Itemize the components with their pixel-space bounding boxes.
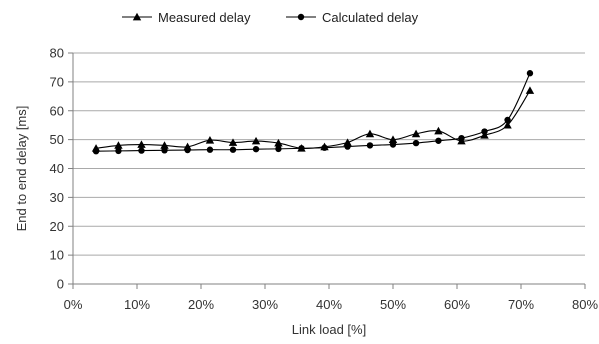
series — [91, 70, 535, 155]
series-1-point-12 — [366, 142, 374, 149]
series-0 — [91, 86, 535, 152]
y-tick-label-2: 20 — [50, 219, 64, 234]
series-0-point-12 — [365, 129, 375, 138]
x-tick-label-8: 80% — [572, 297, 598, 312]
series-1-point-17 — [481, 128, 488, 135]
series-0-point-2 — [137, 140, 146, 148]
x-axis-tick-labels: 0% 10% 20% 30% 40% 50% 60% 70% 80% — [64, 297, 599, 312]
series-1-point-11 — [344, 143, 351, 150]
legend-marker-1 — [297, 13, 305, 21]
series-0-point-19 — [525, 86, 535, 94]
series-0-point-7 — [251, 136, 261, 145]
y-axis-tick-labels: 0 10 20 30 40 50 60 70 80 — [50, 46, 64, 292]
y-tick-label-4: 40 — [50, 161, 64, 176]
series-1-point-4 — [184, 146, 191, 154]
series-0-point-14 — [411, 129, 421, 138]
series-1-point-9 — [298, 145, 305, 152]
x-tick-label-0: 0% — [64, 297, 83, 312]
y-tick-label-3: 30 — [50, 190, 64, 205]
legend-label-0: Measured delay — [158, 10, 251, 25]
series-1-point-19 — [526, 70, 534, 77]
x-tick-label-3: 30% — [252, 297, 278, 312]
series-1-point-15 — [435, 137, 442, 144]
x-axis-title: Link load [%] — [292, 322, 366, 337]
y-tick-label-7: 70 — [50, 74, 64, 89]
series-1-point-10 — [321, 144, 328, 151]
series-1-point-6 — [229, 146, 237, 153]
series-1-point-18 — [504, 116, 511, 124]
series-0-point-8 — [274, 138, 283, 147]
legend-marker-0 — [132, 12, 142, 21]
x-tick-label-2: 20% — [188, 297, 214, 312]
series-1-point-3 — [161, 147, 168, 154]
x-tick-label-4: 40% — [316, 297, 342, 312]
y-tick-label-5: 50 — [50, 132, 64, 147]
series-0-point-3 — [160, 141, 169, 149]
series-1-point-13 — [389, 141, 397, 148]
series-0-point-15 — [434, 126, 443, 135]
gridlines — [73, 52, 585, 256]
series-1 — [92, 70, 534, 155]
series-0-point-18 — [503, 120, 512, 129]
x-tick-label-1: 10% — [124, 297, 150, 312]
y-tick-label-6: 60 — [50, 103, 64, 118]
series-1-point-2 — [138, 147, 145, 154]
series-0-point-17 — [480, 131, 489, 139]
series-0-point-5 — [205, 136, 215, 144]
y-tick-label-0: 0 — [57, 277, 64, 292]
x-tick-label-5: 50% — [380, 297, 406, 312]
y-axis-title: End to end delay [ms] — [14, 106, 29, 232]
legend-label-1: Calculated delay — [322, 10, 419, 25]
series-0-point-11 — [343, 138, 352, 146]
series-1-point-7 — [252, 145, 260, 153]
legend: Measured delay Calculated delay — [122, 10, 419, 25]
x-tick-label-6: 60% — [444, 297, 470, 312]
series-0-point-6 — [228, 138, 238, 146]
axes — [68, 52, 586, 289]
series-1-point-16 — [458, 134, 465, 142]
series-1-point-5 — [206, 146, 214, 153]
series-1-point-1 — [115, 147, 122, 155]
series-1-point-14 — [412, 139, 420, 147]
series-0-point-13 — [388, 135, 398, 143]
y-tick-label-8: 80 — [50, 46, 64, 61]
y-tick-label-1: 10 — [50, 248, 64, 263]
series-1-point-0 — [92, 147, 100, 155]
x-tick-label-7: 70% — [508, 297, 534, 312]
legend-item-0: Measured delay — [122, 10, 251, 25]
series-0-point-1 — [114, 141, 123, 149]
series-1-point-8 — [275, 145, 282, 153]
legend-item-1: Calculated delay — [286, 10, 419, 25]
